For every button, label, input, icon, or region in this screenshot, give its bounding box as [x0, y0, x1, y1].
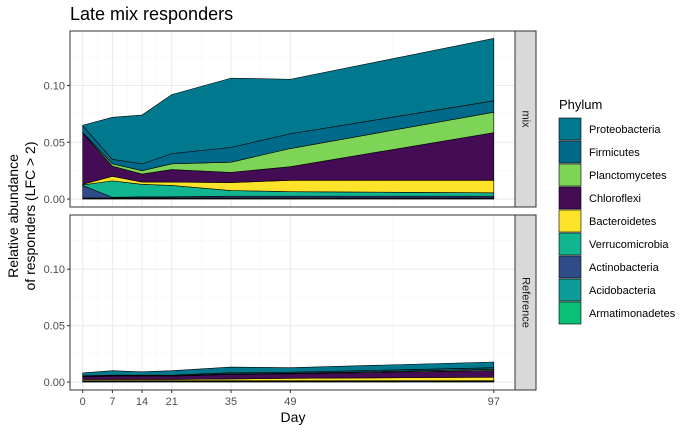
legend-item-bacteroidetes: Bacteroidetes	[558, 209, 657, 233]
x-axis-title: Day	[281, 409, 306, 425]
strip-label: mix	[520, 110, 532, 128]
legend-key	[558, 278, 582, 302]
legend-label: Acidobacteria	[589, 285, 657, 297]
y-axis-title: Relative abundance of responders (LFC > …	[5, 141, 38, 290]
legend-key	[558, 140, 582, 164]
y-tick-label: 0.10	[44, 81, 65, 93]
x-tick-label: 7	[109, 396, 115, 408]
legend-label: Firmicutes	[589, 147, 640, 159]
legend-key	[558, 209, 582, 233]
x-tick-label: 0	[80, 396, 86, 408]
y-tick-label: 0.00	[44, 377, 65, 389]
y-axis-title-line-1: Relative abundance	[5, 154, 21, 278]
x-axis: 0 7 14 21 35 49 97	[80, 390, 500, 408]
legend-key	[558, 232, 582, 256]
y-tick-label: 0.05	[44, 137, 65, 149]
area-proteobacteria-reference	[82, 361, 495, 377]
legend-label: Proteobacteria	[589, 124, 661, 136]
legend-label: Verrucomicrobia	[589, 239, 669, 251]
x-tick-label: 49	[284, 396, 296, 408]
legend: Phylum Proteobacteria Firmicutes Planctomy…	[558, 97, 676, 325]
legend-label: Bacteroidetes	[589, 216, 657, 228]
y-tick-label: 0.05	[44, 321, 65, 333]
panels: mix 0.00 0.05 0.10 Reference 0.00 0.05 0.10	[44, 30, 537, 391]
legend-item-armatimonadetes: Armatimonadetes	[558, 301, 676, 325]
panel-reference: Reference 0.00 0.05 0.10	[44, 214, 537, 391]
legend-item-proteobacteria: Proteobacteria	[558, 117, 661, 141]
legend-item-firmicutes: Firmicutes	[558, 140, 640, 164]
x-tick-label: 14	[136, 396, 148, 408]
legend-key	[558, 117, 582, 141]
legend-label: Planctomycetes	[589, 170, 667, 182]
legend-item-actinobacteria: Actinobacteria	[558, 255, 660, 279]
legend-title: Phylum	[559, 97, 602, 112]
legend-key	[558, 186, 582, 210]
x-tick-label: 21	[166, 396, 178, 408]
strip-background	[514, 214, 537, 391]
chart-title: Late mix responders	[70, 4, 233, 24]
strip-background	[514, 30, 537, 208]
legend-key	[558, 255, 582, 279]
legend-label: Chloroflexi	[589, 193, 641, 205]
strip-label: Reference	[520, 277, 532, 328]
legend-key	[558, 301, 582, 325]
x-tick-label: 35	[225, 396, 237, 408]
legend-item-chloroflexi: Chloroflexi	[558, 186, 641, 210]
panel-background	[70, 215, 515, 390]
x-tick-label: 97	[488, 396, 500, 408]
y-tick-label: 0.10	[44, 264, 65, 276]
legend-label: Armatimonadetes	[589, 308, 676, 320]
legend-item-acidobacteria: Acidobacteria	[558, 278, 657, 302]
y-axis-title-line-2: of responders (LFC > 2)	[22, 141, 38, 290]
legend-label: Actinobacteria	[589, 262, 660, 274]
panel-mix: mix 0.00 0.05 0.10	[44, 30, 537, 208]
area-proteobacteria-mix	[82, 38, 495, 165]
legend-item-planctomycetes: Planctomycetes	[558, 163, 667, 187]
y-tick-label: 0.00	[44, 194, 65, 206]
legend-key	[558, 163, 582, 187]
legend-item-verrucomicrobia: Verrucomicrobia	[558, 232, 669, 256]
